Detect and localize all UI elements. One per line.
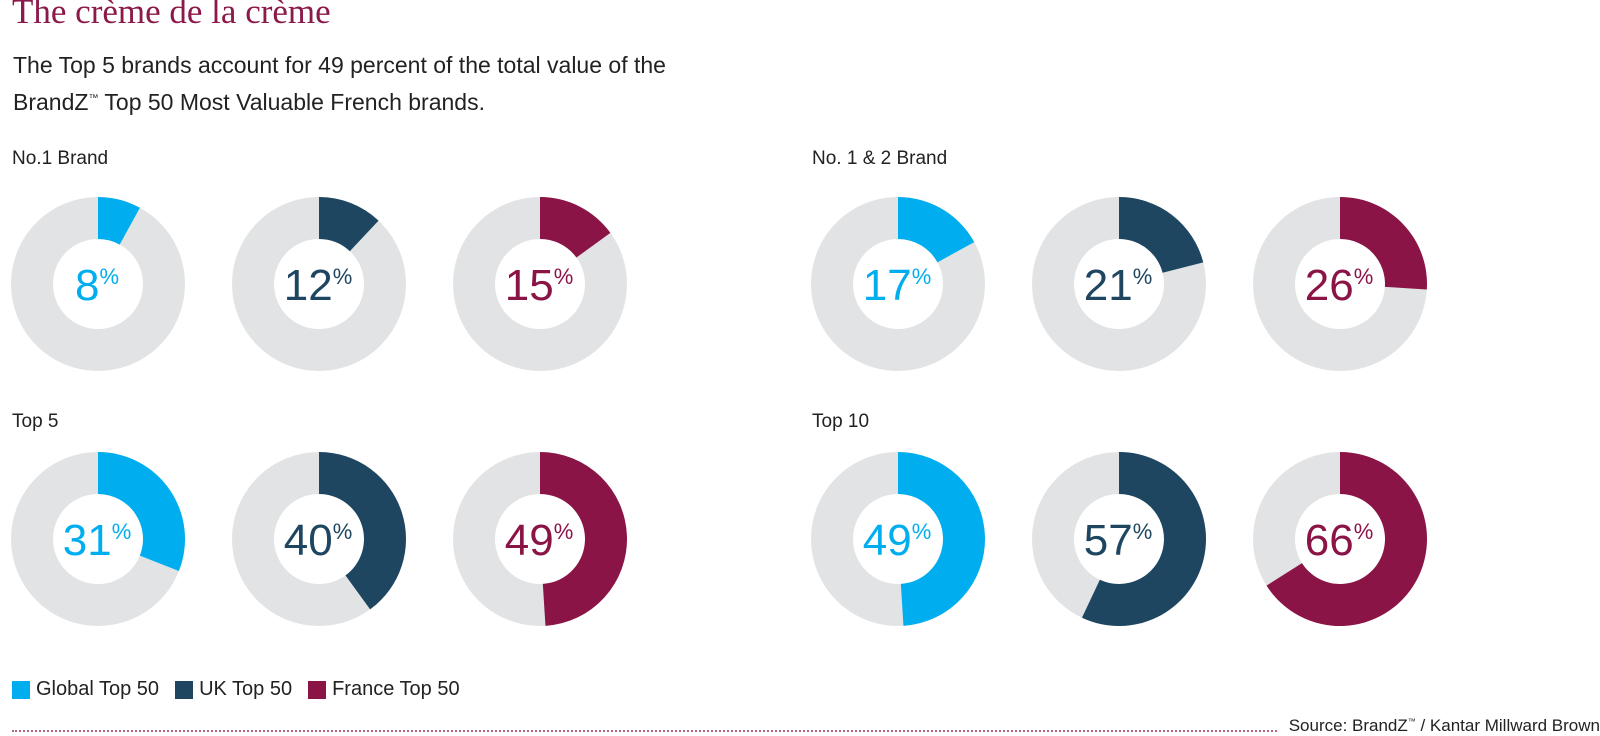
donut-value-label: 49%	[863, 516, 932, 565]
legend-label-global: Global Top 50	[36, 678, 160, 700]
donut-value-label: 15%	[505, 261, 574, 310]
donut-value-number: 21	[1084, 261, 1133, 310]
donut-value-number: 17	[863, 261, 912, 310]
chart-subtitle: The Top 5 brands account for 49 percent …	[13, 48, 773, 119]
donut-top-5-france: 49%	[453, 452, 627, 626]
chart-title: The crème de la crème	[12, 0, 331, 31]
subtitle-line-2-start: BrandZ	[13, 89, 89, 115]
donut-value-segment	[1119, 197, 1204, 273]
group-label-top-5: Top 5	[12, 411, 59, 432]
donut-value-number: 31	[63, 516, 112, 565]
donut-value-percent: %	[554, 519, 574, 544]
donut-value-segment	[319, 197, 379, 252]
donut-value-label: 21%	[1084, 261, 1153, 310]
footer-dotted-divider	[12, 730, 1277, 732]
donut-value-segment	[898, 197, 975, 263]
donut-value-number: 26	[1305, 261, 1354, 310]
donut-value-segment	[898, 452, 985, 626]
donut-value-percent: %	[554, 264, 574, 289]
source-text-start: Source: BrandZ	[1288, 716, 1408, 735]
donut-value-number: 40	[284, 516, 333, 565]
donut-value-number: 66	[1305, 516, 1354, 565]
donut-value-number: 49	[863, 516, 912, 565]
source-text-end: / Kantar Millward Brown	[1415, 716, 1600, 735]
source-note: Source: BrandZ™ / Kantar Millward Brown	[1289, 716, 1600, 736]
donut-top-5-global: 31%	[11, 452, 186, 626]
donut-value-label: 57%	[1084, 516, 1153, 565]
group-label-no1-2-brand: No. 1 & 2 Brand	[812, 148, 948, 169]
legend-item-uk: UK Top 50	[175, 678, 292, 701]
donut-value-percent: %	[912, 264, 932, 289]
donut-top-5-uk: 40%	[232, 452, 406, 626]
legend-swatch-uk	[175, 680, 194, 699]
donut-no1-brand-global: 8%	[11, 197, 185, 371]
donut-value-percent: %	[1354, 519, 1374, 544]
donut-value-label: 40%	[284, 516, 353, 565]
donut-value-label: 66%	[1305, 516, 1374, 565]
legend-label-uk: UK Top 50	[199, 678, 293, 700]
donut-value-segment	[1340, 197, 1427, 290]
donut-value-percent: %	[1354, 264, 1374, 289]
donut-value-percent: %	[112, 519, 132, 544]
donut-value-percent: %	[912, 519, 932, 544]
donut-value-number: 8	[75, 261, 99, 310]
legend-item-france: France Top 50	[308, 678, 460, 701]
donut-value-segment	[319, 452, 406, 610]
donut-no1-2-brand-uk: 21%	[1032, 197, 1206, 371]
donut-top-10-uk: 57%	[1032, 452, 1206, 626]
legend-swatch-global	[12, 680, 30, 699]
donut-value-segment	[1081, 452, 1206, 626]
donut-value-percent: %	[333, 264, 353, 289]
donut-value-percent: %	[1133, 264, 1153, 289]
donut-value-percent: %	[1133, 519, 1153, 544]
source-trademark: ™	[1407, 717, 1416, 726]
donut-value-segment	[98, 197, 140, 245]
donut-value-number: 12	[284, 261, 333, 310]
donut-value-number: 49	[505, 516, 554, 565]
donut-no1-brand-uk: 12%	[232, 197, 406, 371]
donut-top-10-france: 66%	[1253, 452, 1427, 626]
donut-value-label: 17%	[863, 261, 932, 310]
donut-value-label: 26%	[1305, 261, 1374, 310]
donut-value-label: 12%	[284, 261, 353, 310]
subtitle-trademark: ™	[88, 93, 99, 104]
legend-label-france: France Top 50	[332, 678, 460, 700]
donut-top-10-global: 49%	[811, 452, 985, 626]
donut-no1-brand-france: 15%	[453, 197, 627, 371]
donut-value-label: 31%	[63, 516, 132, 565]
donut-no1-2-brand-france: 26%	[1253, 197, 1427, 371]
subtitle-line-1: The Top 5 brands account for 49 percent …	[13, 52, 666, 78]
donut-value-number: 15	[505, 261, 554, 310]
donut-value-label: 49%	[505, 516, 574, 565]
donut-value-number: 57	[1084, 516, 1133, 565]
subtitle-line-2-end: Top 50 Most Valuable French brands.	[98, 89, 485, 115]
donut-value-segment	[540, 452, 627, 626]
legend: Global Top 50 UK Top 50 France Top 50	[12, 678, 476, 701]
donut-value-percent: %	[99, 264, 119, 289]
donut-value-label: 8%	[75, 261, 119, 310]
legend-swatch-france	[308, 680, 327, 699]
donut-value-segment	[1266, 452, 1427, 626]
donut-value-percent: %	[333, 519, 353, 544]
donut-no1-2-brand-global: 17%	[811, 197, 985, 371]
donut-value-segment	[540, 197, 611, 258]
group-label-no1-brand: No.1 Brand	[12, 148, 109, 169]
donut-value-segment	[98, 452, 186, 572]
group-label-top-10: Top 10	[812, 411, 870, 432]
legend-item-global: Global Top 50	[12, 678, 159, 701]
